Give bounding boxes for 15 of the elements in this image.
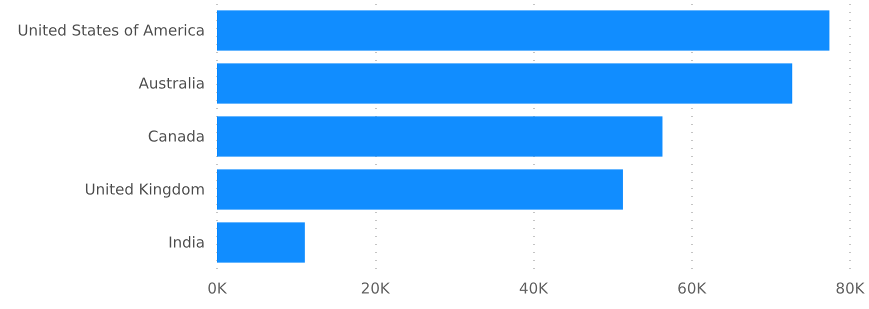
bar xyxy=(217,169,623,210)
y-tick-label: India xyxy=(168,234,205,252)
y-tick-label: Australia xyxy=(138,74,205,92)
y-tick-label: United States of America xyxy=(18,22,205,40)
x-tick-label: 80K xyxy=(836,280,866,298)
bar xyxy=(217,63,792,104)
y-tick-label: United Kingdom xyxy=(84,180,205,198)
x-tick-label: 40K xyxy=(519,280,550,298)
x-tick-label: 20K xyxy=(360,280,391,298)
x-tick-label: 0K xyxy=(207,280,228,298)
bar xyxy=(217,116,662,157)
bar xyxy=(217,222,305,263)
bar xyxy=(217,10,830,51)
y-tick-label: Canada xyxy=(148,128,205,146)
x-tick-label: 60K xyxy=(677,280,708,298)
